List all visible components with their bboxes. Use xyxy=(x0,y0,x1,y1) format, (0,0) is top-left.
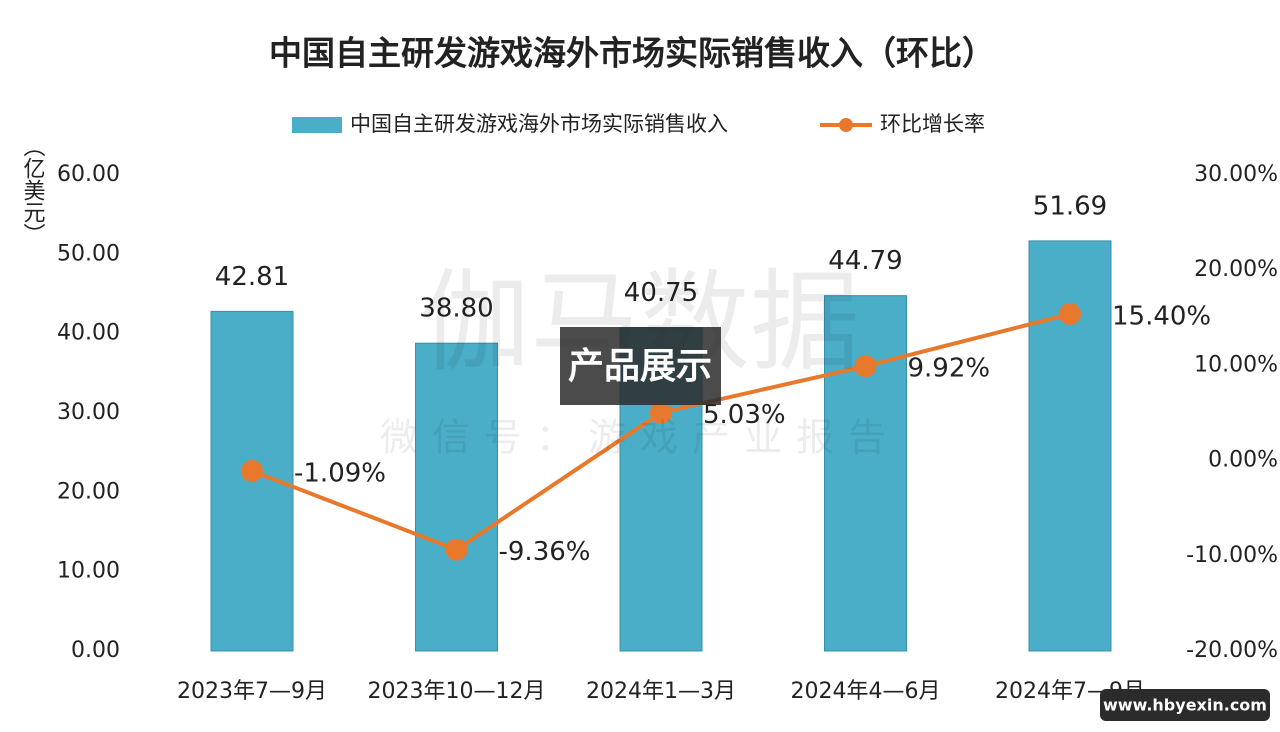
value-label: 40.75 xyxy=(624,278,698,308)
point xyxy=(650,401,672,424)
legend-swatch xyxy=(839,118,853,132)
point xyxy=(445,538,468,561)
legend-swatch xyxy=(292,117,342,133)
value-label: 5.03% xyxy=(703,400,786,430)
value-label: -1.09% xyxy=(294,458,386,488)
point xyxy=(1059,302,1081,325)
value-label: 44.79 xyxy=(828,246,902,276)
y-tick-label: 20.00 xyxy=(57,479,120,504)
url[interactable]: www.hbyexin.com xyxy=(1103,696,1267,715)
y-tick-label: 40.00 xyxy=(57,321,120,346)
value-label: 9.92% xyxy=(908,354,991,384)
legend-label: 环比增长率 xyxy=(880,112,985,136)
value-label: 15.40% xyxy=(1112,301,1211,331)
watermark-sub: 微信号：游戏产业报告 xyxy=(380,416,900,460)
y2-tick-label: 10.00% xyxy=(1194,352,1278,377)
legend-label: 中国自主研发游戏海外市场实际销售收入 xyxy=(350,112,728,136)
value-label: 38.80 xyxy=(419,294,493,324)
value-label: 51.69 xyxy=(1033,191,1107,221)
y-tick-label: 60.00 xyxy=(57,162,120,187)
x-tick-label: 2023年10—12月 xyxy=(368,679,546,704)
x-tick-label: 2023年7—9月 xyxy=(177,679,327,704)
bar xyxy=(824,295,907,652)
y2-tick-label: -10.00% xyxy=(1186,543,1278,568)
badge: 产品展示 xyxy=(568,346,712,387)
bar xyxy=(415,342,498,652)
y-tick-label: 50.00 xyxy=(57,241,120,266)
y2-tick-label: 20.00% xyxy=(1194,257,1278,282)
y-tick-label: 10.00 xyxy=(57,559,120,584)
point xyxy=(241,459,263,482)
point xyxy=(854,355,877,378)
chart-title: 中国自主研发游戏海外市场实际销售收入（环比） xyxy=(269,34,995,73)
y-tick-label: 0.00 xyxy=(71,638,120,663)
y-tick-label: 30.00 xyxy=(57,400,120,425)
y-axis-label: （亿美元） xyxy=(20,135,46,245)
url-bg xyxy=(1100,689,1270,721)
y2-tick-label: -20.00% xyxy=(1186,638,1278,663)
y2-tick-label: 30.00% xyxy=(1194,162,1278,187)
value-label: 42.81 xyxy=(215,262,289,292)
bar xyxy=(1028,240,1112,652)
plot: 0.00 10.00 20.00 30.00 40.00 50.00 60.00 -20.00… xyxy=(57,112,1278,704)
x-tick-label: 2024年1—3月 xyxy=(586,679,736,704)
y2-tick-label: 0.00% xyxy=(1208,448,1278,473)
value-label: -9.36% xyxy=(499,537,591,567)
x-tick-label: 2024年4—6月 xyxy=(791,679,941,704)
badge-bg xyxy=(560,327,721,405)
